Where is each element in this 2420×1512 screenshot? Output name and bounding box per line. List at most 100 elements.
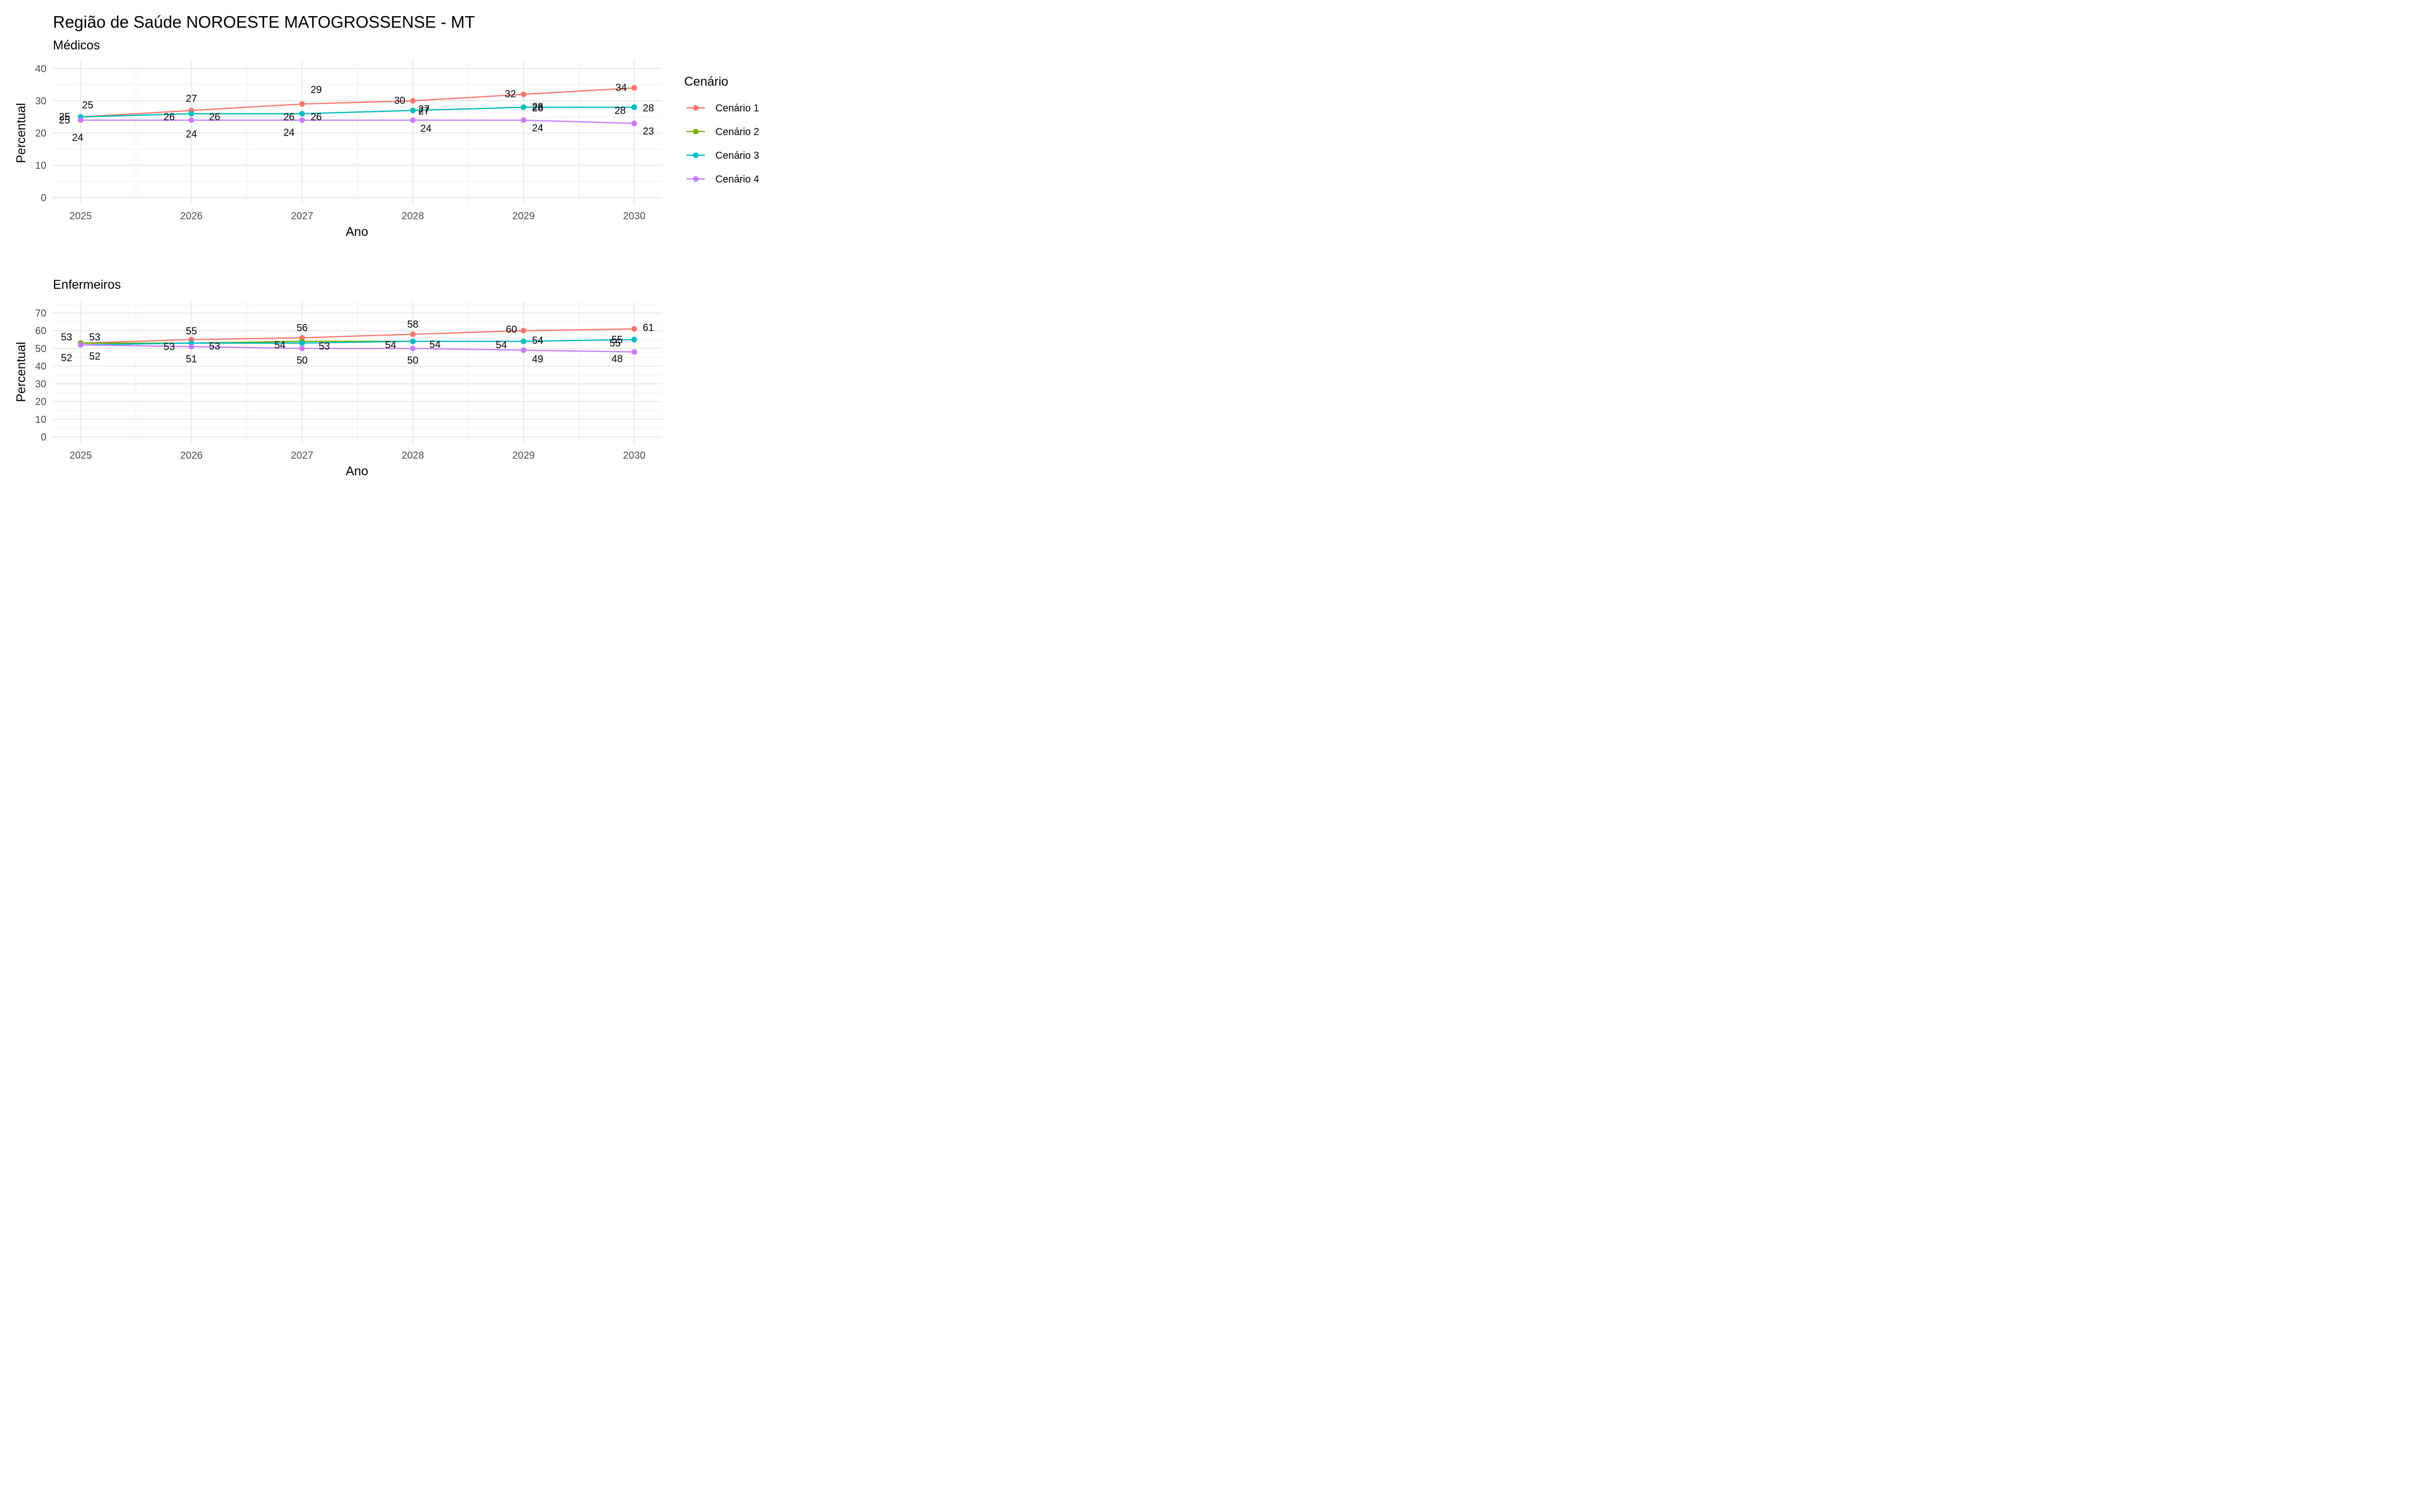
data-label: 53 [61,332,72,343]
data-label: 28 [532,103,543,114]
x-tick-label: 2027 [291,450,314,461]
data-label: 28 [532,101,543,112]
y-axis-title: Percentual [14,342,28,402]
data-point [299,345,305,351]
data-label: 60 [506,324,517,335]
y-tick-label: 60 [35,326,46,337]
data-label: 55 [186,326,197,337]
data-label: 27 [186,93,197,104]
x-tick-label: 2027 [291,211,314,222]
y-axis-title: Percentual [14,103,28,163]
data-point [520,104,526,110]
y-tick-label: 40 [35,64,46,75]
figure-title: Região de Saúde NOROESTE MATOGROSSENSE -… [53,13,475,31]
data-label: 25 [82,100,93,111]
x-tick-labels: 2025 2026 2027 2028 2029 2030 [70,450,646,461]
data-label: 26 [163,112,174,123]
data-point [631,326,637,332]
y-tick-label: 20 [35,397,46,408]
data-point [410,117,416,123]
data-label: 28 [615,105,626,116]
data-point [299,111,305,117]
data-point [520,91,526,97]
legend-items: Cenário 1 Cenário 2 Cenário 3 Cenário 4 [687,103,759,185]
y-tick-label: 20 [35,128,46,139]
data-point [520,347,526,353]
data-label: 26 [209,112,220,123]
x-axis-title: Ano [346,464,368,478]
data-point [631,104,637,110]
y-tick-label: 30 [35,96,46,107]
data-point [631,349,637,355]
grid [53,301,662,444]
data-label: 32 [505,89,516,100]
series-line-3 [80,339,635,346]
legend-label: Cenário 4 [715,174,759,185]
panel-subtitle: Médicos [53,38,100,52]
data-label: 52 [61,352,72,363]
legend-item: Cenário 3 [687,150,759,161]
y-tick-labels: 0 10 20 30 40 50 60 70 [35,308,46,443]
series-line-3 [80,106,634,118]
data-label: 24 [283,127,294,138]
data-label: 30 [394,95,405,106]
x-tick-label: 2025 [70,450,92,461]
legend-key-point [693,152,699,158]
data-label: 61 [643,323,654,334]
y-tick-label: 10 [35,414,46,425]
data-point [78,117,84,123]
legend-key-point [693,105,699,111]
data-label: 50 [296,355,308,366]
data-label: 55 [610,338,621,349]
data-label: 24 [186,129,197,140]
x-tick-label: 2029 [512,450,535,461]
chart-figure: Região de Saúde NOROESTE MATOGROSSENSE -… [0,0,779,487]
data-label: 23 [643,126,654,137]
series-line-1 [80,87,635,118]
data-label: 49 [532,354,543,365]
data-point [410,345,416,351]
data-label: 27 [418,104,430,115]
x-tick-labels: 2025 2026 2027 2028 2029 2030 [70,211,646,222]
data-label: 24 [532,122,543,134]
panel-subtitle: Enfermeiros [53,278,121,292]
data-point [189,117,195,123]
y-tick-label: 70 [35,308,46,319]
data-point [631,337,637,343]
data-point [631,120,637,127]
data-label: 25 [59,111,70,122]
data-label: 24 [72,132,83,143]
data-label: 27 [418,106,430,117]
data-label: 54 [385,340,396,351]
y-tick-label: 30 [35,379,46,390]
legend-key-point [693,176,699,182]
data-label: 53 [163,342,174,353]
data-label: 51 [186,354,197,365]
data-label: 26 [283,112,294,123]
data-label: 28 [643,103,654,114]
y-tick-label: 50 [35,343,46,354]
data-label: 54 [430,339,441,350]
y-tick-label: 10 [35,160,46,171]
data-point [410,107,416,113]
data-label: 53 [209,341,220,352]
legend-item: Cenário 4 [687,174,759,185]
series-line-1 [80,328,635,344]
x-tick-label: 2030 [623,211,646,222]
legend-label: Cenário 3 [715,150,759,161]
x-tick-label: 2025 [70,211,92,222]
legend-item: Cenário 2 [687,127,759,138]
data-point [78,342,84,348]
series-lines [80,328,635,353]
data-label: 34 [616,82,627,93]
data-label: 58 [407,319,418,330]
data-label: 55 [612,335,623,346]
data-point [631,85,637,91]
x-tick-label: 2029 [512,211,535,222]
data-point [520,338,526,344]
legend-item: Cenário 1 [687,103,759,114]
